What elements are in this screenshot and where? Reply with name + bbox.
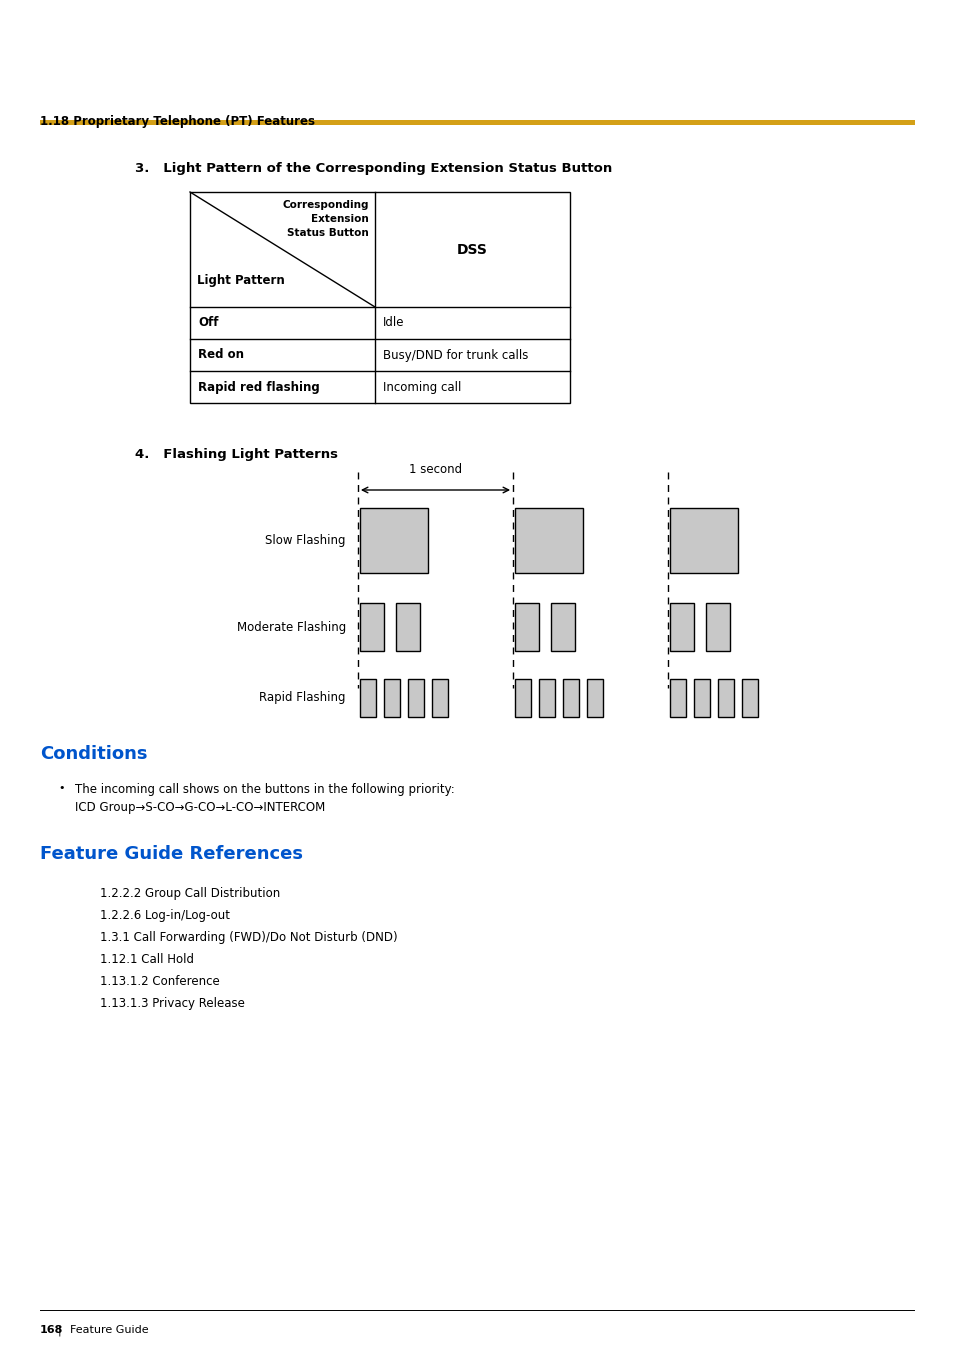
Text: 168: 168 xyxy=(40,1325,63,1335)
Text: 1.12.1 Call Hold: 1.12.1 Call Hold xyxy=(100,952,193,966)
Text: Feature Guide: Feature Guide xyxy=(70,1325,149,1335)
Bar xyxy=(408,680,423,717)
Bar xyxy=(515,680,531,717)
Bar xyxy=(586,680,602,717)
Text: Incoming call: Incoming call xyxy=(382,381,461,393)
Bar xyxy=(705,603,729,651)
Text: Rapid Flashing: Rapid Flashing xyxy=(259,692,346,704)
Text: Feature Guide References: Feature Guide References xyxy=(40,844,303,863)
Bar xyxy=(693,680,709,717)
Bar xyxy=(395,603,419,651)
Bar xyxy=(551,603,575,651)
Bar xyxy=(669,680,685,717)
Text: Conditions: Conditions xyxy=(40,744,148,763)
Text: 1.13.1.2 Conference: 1.13.1.2 Conference xyxy=(100,975,219,988)
Text: 1.2.2.6 Log-in/Log-out: 1.2.2.6 Log-in/Log-out xyxy=(100,909,230,921)
Text: •: • xyxy=(58,784,65,793)
Bar xyxy=(384,680,399,717)
Text: 1.3.1 Call Forwarding (FWD)/Do Not Disturb (DND): 1.3.1 Call Forwarding (FWD)/Do Not Distu… xyxy=(100,931,397,944)
Text: Corresponding: Corresponding xyxy=(282,200,369,209)
Text: 1.2.2.2 Group Call Distribution: 1.2.2.2 Group Call Distribution xyxy=(100,888,280,900)
Text: Extension: Extension xyxy=(311,213,369,224)
Text: Light Pattern: Light Pattern xyxy=(196,274,284,286)
Text: Red on: Red on xyxy=(198,349,244,362)
Bar xyxy=(190,192,569,403)
Text: 1.18 Proprietary Telephone (PT) Features: 1.18 Proprietary Telephone (PT) Features xyxy=(40,115,314,128)
Bar xyxy=(359,680,375,717)
Text: The incoming call shows on the buttons in the following priority:: The incoming call shows on the buttons i… xyxy=(75,784,455,796)
Text: ICD Group→S-CO→G-CO→L-CO→INTERCOM: ICD Group→S-CO→G-CO→L-CO→INTERCOM xyxy=(75,801,325,815)
Bar xyxy=(538,680,555,717)
Text: Off: Off xyxy=(198,316,218,330)
Text: Slow Flashing: Slow Flashing xyxy=(265,534,346,547)
Text: |: | xyxy=(58,1325,62,1336)
Text: 4.   Flashing Light Patterns: 4. Flashing Light Patterns xyxy=(135,449,337,461)
Bar xyxy=(40,120,914,126)
Bar xyxy=(359,603,384,651)
Bar xyxy=(562,680,578,717)
Bar xyxy=(669,508,738,573)
Bar xyxy=(669,603,693,651)
Text: Busy/DND for trunk calls: Busy/DND for trunk calls xyxy=(382,349,528,362)
Text: Rapid red flashing: Rapid red flashing xyxy=(198,381,319,393)
Text: Moderate Flashing: Moderate Flashing xyxy=(236,620,346,634)
Bar xyxy=(515,603,538,651)
Text: 1 second: 1 second xyxy=(409,463,461,476)
Bar xyxy=(741,680,758,717)
Bar xyxy=(359,508,428,573)
Bar xyxy=(432,680,448,717)
Text: 3.   Light Pattern of the Corresponding Extension Status Button: 3. Light Pattern of the Corresponding Ex… xyxy=(135,162,612,176)
Text: Status Button: Status Button xyxy=(287,228,369,238)
Text: DSS: DSS xyxy=(456,242,487,257)
Text: Idle: Idle xyxy=(382,316,404,330)
Bar xyxy=(515,508,582,573)
Bar xyxy=(718,680,733,717)
Text: 1.13.1.3 Privacy Release: 1.13.1.3 Privacy Release xyxy=(100,997,245,1011)
